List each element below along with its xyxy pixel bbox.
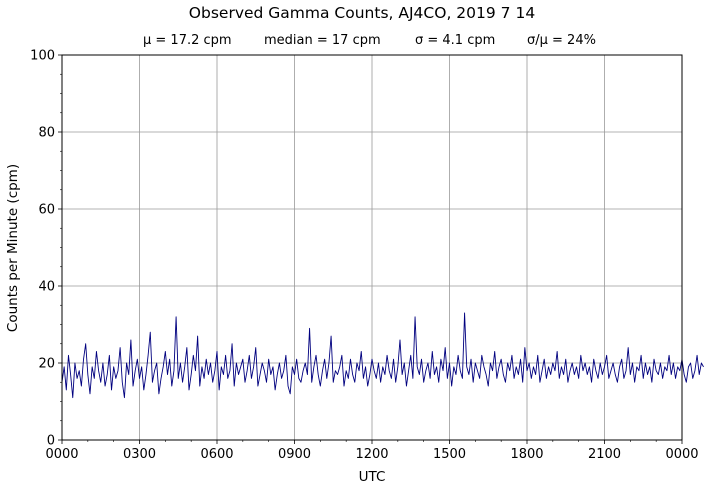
stat-median: median = 17 cpm [264,33,381,48]
y-tick-label: 0 [47,434,55,449]
x-tick-label: 0000 [665,447,698,462]
y-tick-label: 100 [30,49,55,64]
x-tick-label: 0600 [200,447,233,462]
y-tick-label: 20 [38,357,55,372]
grid-lines [61,54,683,441]
x-axis-ticks: 0000 0300 0600 0900 1200 1500 1800 2100 0000 [45,440,699,462]
x-axis-label: UTC [359,469,386,485]
chart-title: Observed Gamma Counts, AJ4CO, 2019 7 14 [189,4,535,22]
stats-line: μ = 17.2 cpm median = 17 cpm σ = 4.1 cpm… [143,33,596,48]
stat-sigma: σ = 4.1 cpm [415,33,495,48]
series-group [61,312,704,399]
y-axis-ticks: 0 20 40 60 80 100 [30,49,62,449]
y-tick-label: 40 [38,280,55,295]
series-line-gamma-counts [61,312,704,399]
x-tick-label: 0300 [123,447,156,462]
stat-mean: μ = 17.2 cpm [143,33,232,48]
x-tick-label: 0000 [45,447,78,462]
x-tick-label: 1200 [355,447,388,462]
x-tick-label: 0900 [278,447,311,462]
y-tick-label: 60 [38,203,55,218]
stat-sigma-over-mu: σ/μ = 24% [527,33,596,48]
x-tick-label: 1500 [433,447,466,462]
x-tick-label: 2100 [588,447,621,462]
y-axis-label: Counts per Minute (cpm) [5,164,21,332]
x-tick-label: 1800 [510,447,543,462]
y-tick-label: 80 [38,126,55,141]
